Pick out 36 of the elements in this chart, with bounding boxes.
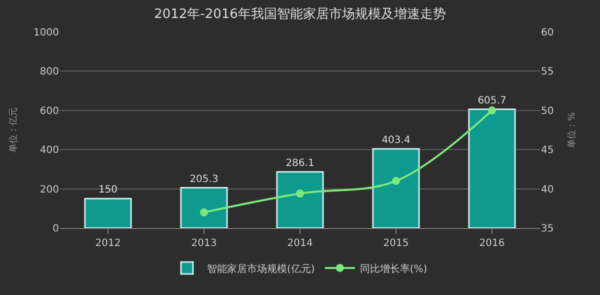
data-label: 403.4 xyxy=(382,134,410,146)
chart-title: 2012年-2016年我国智能家居市场规模及增速走势 xyxy=(154,6,446,22)
point xyxy=(392,176,400,185)
bar xyxy=(180,187,228,228)
bar xyxy=(372,148,420,228)
y2-tick-label: 40 xyxy=(541,184,554,196)
y2-tick-label: 55 xyxy=(541,66,554,78)
data-label: 150 xyxy=(98,184,118,196)
y-tick-label: 600 xyxy=(40,106,59,117)
y-tick-label: 1000 xyxy=(34,28,59,38)
y2-tick-label: 35 xyxy=(541,224,554,234)
bar xyxy=(468,108,516,228)
point xyxy=(488,106,496,114)
y-tick-label: 0 xyxy=(52,224,59,234)
legend-label: 同比增长率(%) xyxy=(360,262,428,275)
x-tick-label: 2013 xyxy=(191,238,217,249)
y2-tick-label: 60 xyxy=(541,28,554,38)
y-tick-label: 200 xyxy=(40,184,59,196)
x-tick-label: 2014 xyxy=(287,238,313,249)
x-tick-label: 2012 xyxy=(95,238,121,249)
point xyxy=(296,190,304,198)
y-axis-title: 单位：亿元 xyxy=(8,108,19,152)
bar xyxy=(276,171,324,228)
point xyxy=(200,208,208,216)
data-label: 205.3 xyxy=(190,174,218,185)
y2-axis-title: 单位：% xyxy=(566,112,578,148)
y-tick-label: 800 xyxy=(40,66,59,78)
y2-tick-label: 50 xyxy=(541,106,554,117)
data-label: 605.7 xyxy=(478,95,506,106)
y-tick-label: 400 xyxy=(40,145,59,156)
data-label: 286.1 xyxy=(286,158,314,169)
x-tick-label: 2016 xyxy=(479,238,505,249)
bar xyxy=(84,198,132,228)
y2-tick-label: 45 xyxy=(541,145,554,156)
legend-label: 智能家居市场规模(亿元) xyxy=(207,262,315,275)
x-tick-label: 2015 xyxy=(383,238,409,249)
